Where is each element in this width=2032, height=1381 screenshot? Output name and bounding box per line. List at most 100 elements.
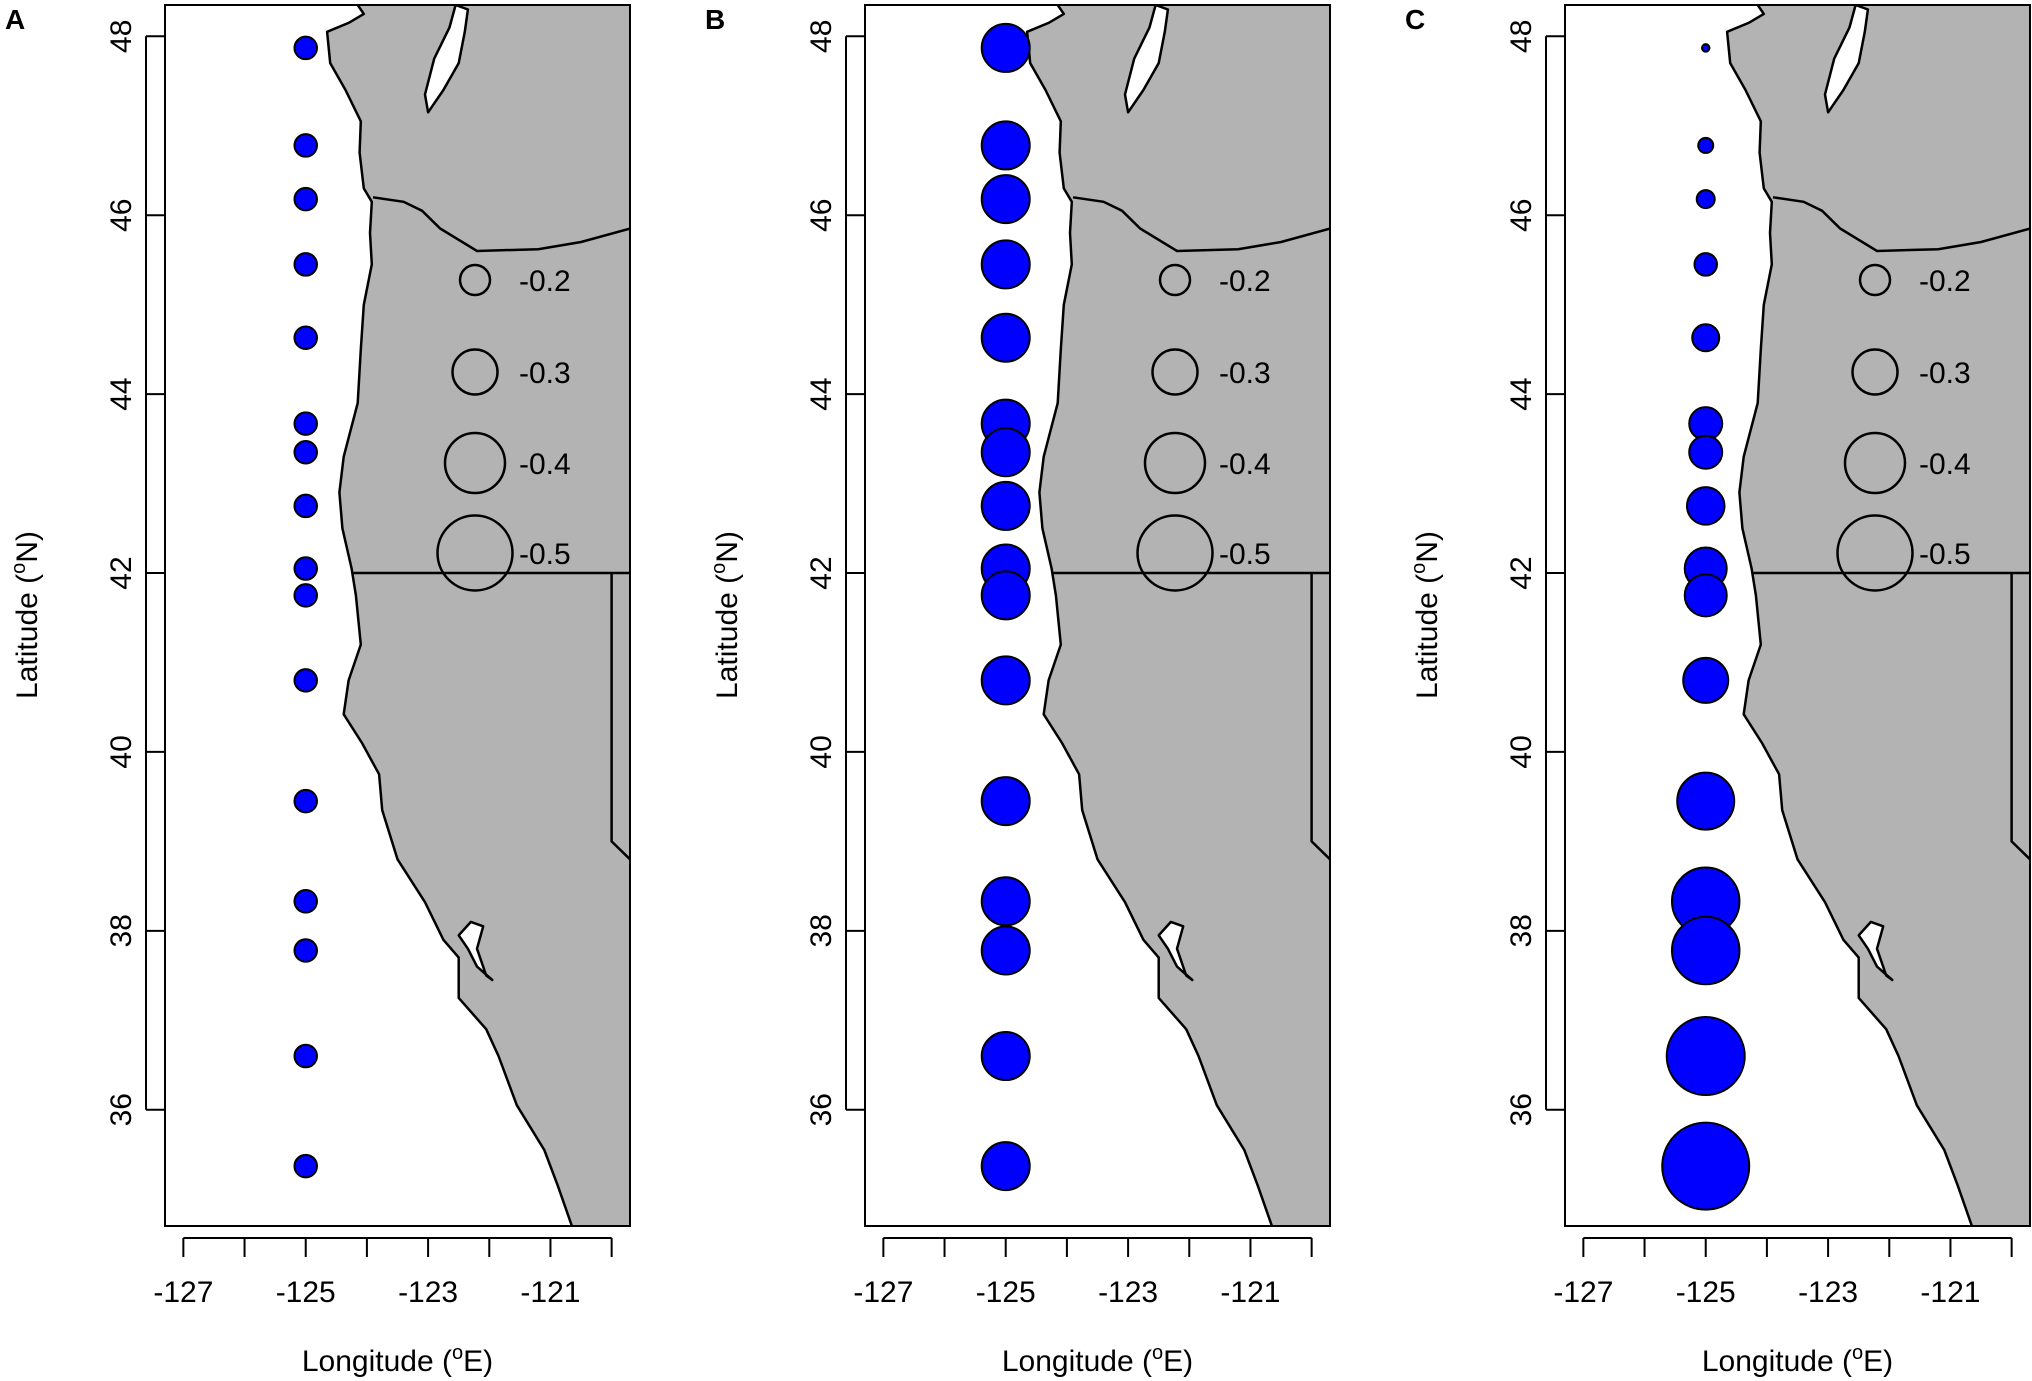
x-tick-label: -123 [1098, 1276, 1158, 1309]
station-point [980, 570, 1031, 621]
puget-sound [423, 5, 470, 114]
x-axis-title-main: Longitude ( [302, 1345, 452, 1378]
station-point [1676, 771, 1736, 831]
map-panel: -0.2 -0.3 -0.4 -0.5 -127 -125 -123 -121 36 38 40 42… [5, 4, 631, 1378]
legend-circle [458, 263, 492, 297]
station-point [1695, 189, 1716, 210]
y-tick-label: 38 [105, 914, 138, 947]
station-point [293, 1153, 318, 1179]
x-tick-label: -121 [1920, 1276, 1980, 1309]
station-point [293, 668, 318, 693]
y-tick-label: 40 [805, 735, 838, 768]
legend-circle [436, 514, 514, 592]
legend-label: -0.5 [1219, 538, 1271, 571]
land-mass [1025, 5, 1330, 1226]
y-tick-label: 36 [1505, 1093, 1538, 1126]
y-axis-title-main: Latitude ( [1411, 574, 1444, 699]
station-point [1682, 656, 1730, 704]
y-tick-label: 48 [105, 20, 138, 53]
land-mass [325, 5, 630, 1226]
station-point [1683, 573, 1728, 618]
y-tick-label: 48 [805, 20, 838, 53]
y-tick-label: 42 [1505, 556, 1538, 589]
legend-label: -0.3 [1919, 357, 1971, 390]
x-tick-label: -121 [1220, 1276, 1280, 1309]
y-tick-label: 46 [805, 199, 838, 232]
station-point [1697, 136, 1715, 154]
y-tick-label: 36 [805, 1093, 838, 1126]
station-point [980, 174, 1031, 225]
x-tick-label: -125 [276, 1276, 336, 1309]
station-point [1700, 43, 1711, 53]
panel-letter: A [5, 4, 25, 35]
x-axis-title: Longitude (oE) [1702, 1342, 1893, 1378]
y-tick-label: 44 [805, 377, 838, 410]
station-point [1688, 434, 1724, 470]
y-tick-label: 42 [805, 556, 838, 589]
legend-circle [1858, 263, 1892, 297]
station-point [980, 925, 1031, 976]
station-point [980, 120, 1031, 171]
y-tick-label: 44 [1505, 377, 1538, 410]
legend-label: -0.2 [519, 265, 571, 298]
station-point [980, 1031, 1031, 1082]
legend-circle [1836, 514, 1914, 592]
station-point [980, 239, 1031, 290]
y-axis-title: Latitude (oN) [1408, 531, 1444, 699]
station-point [980, 776, 1031, 827]
legend-label: -0.2 [1919, 265, 1971, 298]
y-axis-title-main: Latitude ( [711, 574, 744, 699]
x-axis-title-superscript: o [1152, 1342, 1163, 1364]
station-point [293, 252, 318, 277]
panel-letter: B [705, 4, 725, 35]
y-axis-title-superscript: o [1408, 563, 1430, 574]
y-tick-label: 46 [105, 199, 138, 232]
station-point [293, 325, 318, 351]
station-point [293, 889, 318, 914]
y-axis-title-superscript: o [8, 563, 30, 574]
legend-circle [1843, 431, 1907, 495]
map-panel: -0.2 -0.3 -0.4 -0.5 -127 -125 -123 -121 36 38 40 42… [705, 4, 1331, 1378]
station-point [293, 35, 318, 61]
y-tick-label: 40 [1505, 735, 1538, 768]
station-point [293, 583, 318, 608]
land-mass [1725, 5, 2030, 1226]
station-point [980, 480, 1031, 531]
station-point [980, 876, 1031, 927]
plot-frame [164, 4, 631, 1227]
station-point [1691, 323, 1721, 353]
y-axis-title-main: Latitude ( [11, 574, 44, 699]
ca-nv-border [1310, 573, 1330, 861]
x-tick-label: -121 [520, 1276, 580, 1309]
x-axis-title: Longitude (oE) [302, 1342, 493, 1378]
station-point [980, 312, 1031, 363]
legend-label: -0.4 [519, 448, 571, 481]
station-point [293, 788, 318, 814]
legend-label: -0.3 [519, 357, 571, 390]
y-tick-label: 46 [1505, 199, 1538, 232]
legend-circle [443, 431, 507, 495]
y-axis-title-end: N) [1411, 531, 1444, 563]
wa-or-border [372, 196, 630, 253]
station-point [293, 556, 318, 581]
x-tick-label: -123 [398, 1276, 458, 1309]
y-tick-label: 42 [105, 556, 138, 589]
san-francisco-bay [1157, 920, 1194, 982]
panel-letter: C [1405, 4, 1425, 35]
puget-sound [1123, 5, 1170, 114]
y-axis-title: Latitude (oN) [8, 531, 44, 699]
station-point [1661, 1121, 1751, 1211]
y-tick-label: 36 [105, 1093, 138, 1126]
legend-label: -0.4 [1219, 448, 1271, 481]
san-francisco-bay [457, 920, 494, 982]
x-tick-label: -127 [1553, 1276, 1613, 1309]
station-point [293, 133, 318, 158]
x-axis-title-main: Longitude ( [1002, 1345, 1152, 1378]
station-point [293, 186, 318, 212]
y-tick-label: 38 [805, 914, 838, 947]
station-point [293, 938, 318, 963]
legend-circle [1151, 348, 1199, 396]
map-panel: -0.2 -0.3 -0.4 -0.5 -127 -125 -123 -121 36 38 40 42… [1405, 4, 2031, 1378]
y-axis-title-end: N) [11, 531, 44, 563]
